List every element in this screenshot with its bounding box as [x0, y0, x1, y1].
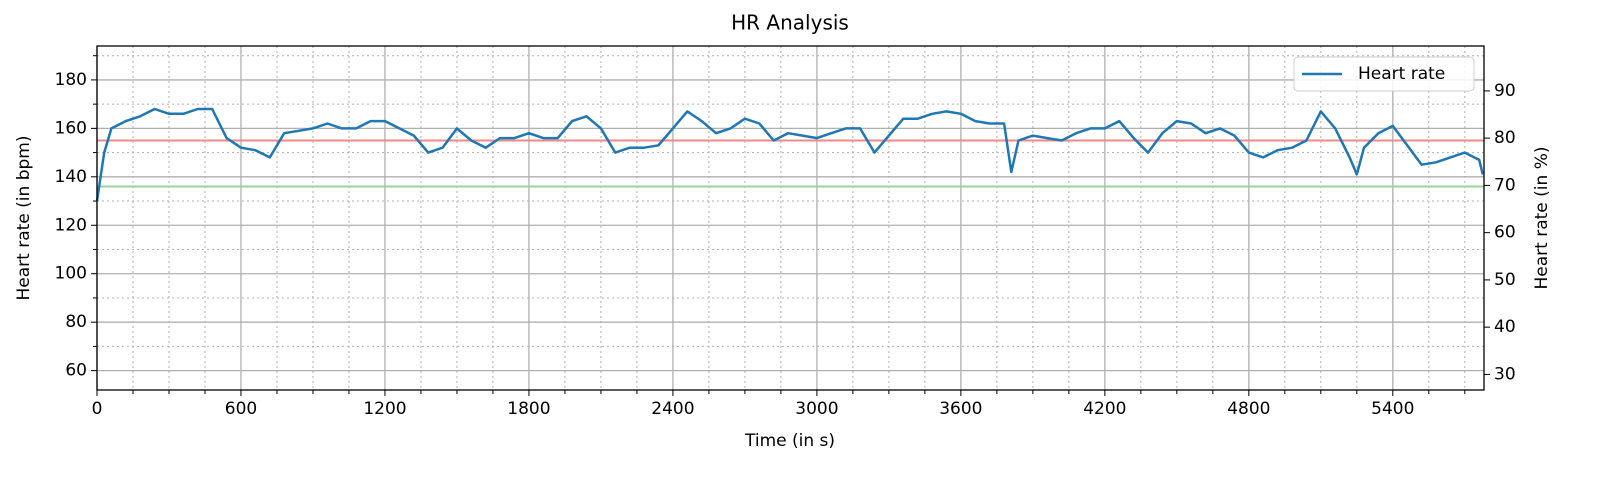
x-tick-label: 1800 — [507, 399, 550, 419]
y2-tick-label: 60 — [1494, 223, 1516, 243]
x-tick-label: 600 — [225, 399, 257, 419]
y2-tick-label: 90 — [1494, 81, 1516, 101]
y-tick-label: 160 — [55, 118, 87, 138]
y-tick-label: 60 — [65, 361, 87, 381]
x-tick-label: 0 — [92, 399, 103, 419]
legend-box — [1293, 56, 1475, 92]
y2-tick-label: 70 — [1494, 175, 1516, 195]
x-tick-label: 2400 — [651, 399, 694, 419]
y2-tick-label: 30 — [1494, 364, 1516, 384]
y2-axis-label: Heart rate (in %) — [1532, 147, 1552, 290]
chart-title: HR Analysis — [731, 11, 849, 35]
x-tick-label: 4200 — [1083, 399, 1126, 419]
x-tick-label: 3000 — [795, 399, 838, 419]
plot-frame — [96, 45, 1485, 391]
x-tick-label: 5400 — [1371, 399, 1414, 419]
x-tick-label: 1200 — [363, 399, 406, 419]
y2-tick-label: 40 — [1494, 317, 1516, 337]
y2-tick-label: 50 — [1494, 270, 1516, 290]
legend-label: Heart rate — [1358, 64, 1445, 84]
data-line — [95, 107, 1485, 202]
y-tick-label: 100 — [55, 264, 87, 284]
y-axis-label: Heart rate (in bpm) — [14, 136, 34, 301]
x-tick-label: 4800 — [1227, 399, 1270, 419]
y-tick-label: 120 — [55, 215, 87, 235]
y-tick-label: 140 — [55, 167, 87, 187]
x-tick-label: 3600 — [939, 399, 982, 419]
y2-tick-label: 80 — [1494, 128, 1516, 148]
y-tick-label: 80 — [65, 312, 87, 332]
x-axis-label: Time (in s) — [744, 431, 835, 451]
y-tick-label: 180 — [55, 70, 87, 90]
